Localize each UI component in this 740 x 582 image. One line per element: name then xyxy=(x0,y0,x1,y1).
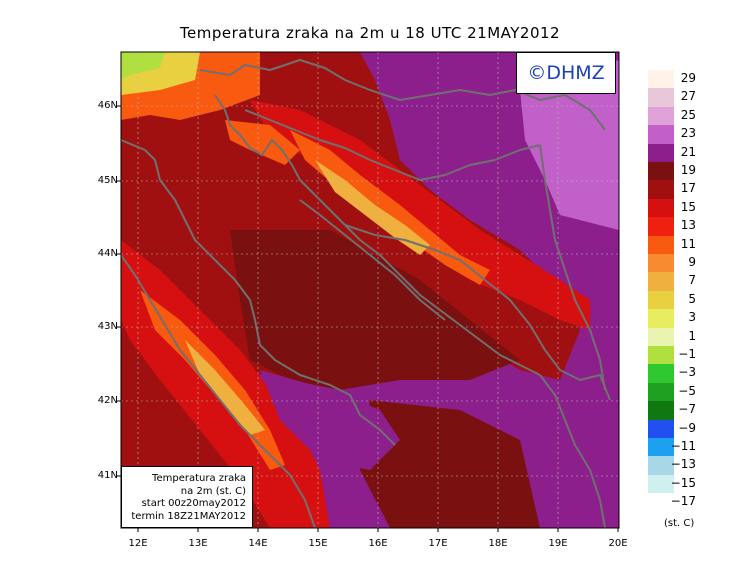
coast-albania xyxy=(539,374,606,528)
legend-swatch xyxy=(648,327,674,346)
legend-label: 27 xyxy=(680,89,696,104)
field-light-purple xyxy=(520,60,619,230)
legend-swatch xyxy=(648,401,674,420)
legend-label: 11 xyxy=(680,236,696,251)
lat-label-41n: 41N xyxy=(97,470,118,481)
legend-swatch xyxy=(648,254,674,273)
info-box: Temperatura zraka na 2m (st. C) start 00… xyxy=(121,466,253,528)
info-line-2: na 2m (st. C) xyxy=(180,485,246,497)
border-croatia-north xyxy=(244,109,541,181)
coast-dalmatia-islands xyxy=(299,199,446,321)
lon-label-15e: 15E xyxy=(308,538,328,549)
lat-label-44n: 44N xyxy=(97,248,118,259)
legend-label: −5 xyxy=(678,383,696,398)
coast-istria xyxy=(214,94,541,376)
lon-label-16e: 16E xyxy=(368,538,388,549)
legend-label: −7 xyxy=(678,402,696,417)
legend-swatch xyxy=(648,493,674,512)
legend-swatch xyxy=(648,106,674,126)
info-line-4: termin 18Z21MAY2012 xyxy=(131,510,246,522)
legend-label: −3 xyxy=(678,365,696,380)
legend-swatch xyxy=(648,309,674,328)
legend-label: −15 xyxy=(670,475,696,490)
legend-label: −13 xyxy=(670,457,696,472)
legend-label: −9 xyxy=(678,420,696,435)
legend-label: 21 xyxy=(680,144,696,159)
legend-swatch xyxy=(648,180,674,199)
lon-label-12e: 12E xyxy=(128,538,148,549)
legend-label: 13 xyxy=(680,218,696,233)
border-slovenia xyxy=(199,59,346,81)
legend-label: 23 xyxy=(680,126,696,141)
lat-label-42n: 42N xyxy=(97,395,118,406)
legend-swatch xyxy=(648,217,674,236)
legend-swatch xyxy=(648,438,674,457)
legend-swatch xyxy=(648,143,674,162)
legend-swatch xyxy=(648,419,674,438)
lon-label-13e: 13E xyxy=(188,538,208,549)
legend-swatch xyxy=(648,125,674,144)
coast-italy-west xyxy=(121,254,316,528)
legend-swatch xyxy=(648,290,674,310)
legend-swatch xyxy=(648,456,674,475)
legend-label: 5 xyxy=(688,291,696,306)
legend-label: −17 xyxy=(670,494,696,509)
field-dark-red xyxy=(230,230,520,390)
coast-italy-adriatic xyxy=(121,139,396,446)
map-title: Temperatura zraka na 2m u 18 UTC 21MAY20… xyxy=(179,24,561,42)
field-orange-band xyxy=(290,130,490,285)
field-dark-red-south xyxy=(360,400,540,528)
lon-label-17e: 17E xyxy=(428,538,448,549)
legend-swatch xyxy=(648,272,674,291)
legend-label: 29 xyxy=(680,71,696,85)
coastlines xyxy=(121,59,611,528)
legend-label: 19 xyxy=(680,163,696,177)
legend-swatch xyxy=(648,162,674,181)
lon-label-19e: 19E xyxy=(548,538,568,549)
field-istria xyxy=(225,120,300,165)
lon-label-18e: 18E xyxy=(488,538,508,549)
lat-label-45n: 45N xyxy=(97,175,118,186)
grid xyxy=(121,52,619,528)
legend-swatch xyxy=(648,88,674,107)
ticks xyxy=(117,105,619,532)
lon-label-20e: 20E xyxy=(608,538,628,549)
border-montenegro xyxy=(544,349,611,401)
legend-label: 17 xyxy=(680,181,696,196)
legend-label: −11 xyxy=(670,439,696,453)
border-hungary xyxy=(344,79,606,131)
dhmz-watermark: ©DHMZ xyxy=(516,52,616,94)
legend-swatch xyxy=(648,364,674,383)
map-frame xyxy=(120,51,620,529)
legend-swatch xyxy=(648,382,674,402)
legend-swatch xyxy=(648,235,674,254)
legend-label: 25 xyxy=(680,107,696,122)
legend-label: −1 xyxy=(678,347,696,361)
field-italy-yellow xyxy=(185,340,265,435)
legend-label: 3 xyxy=(688,310,696,325)
field-alps-green xyxy=(121,52,165,80)
border-serbia xyxy=(539,144,606,391)
legend-swatch xyxy=(648,198,674,218)
legend-units: (st. C) xyxy=(664,518,695,529)
legend-label: 15 xyxy=(680,199,696,214)
lat-label-43n: 43N xyxy=(97,321,118,332)
temperature-field xyxy=(121,52,619,528)
field-adriatic-purple xyxy=(260,370,400,470)
legend-swatch xyxy=(648,474,674,494)
info-line-3: start 00z20may2012 xyxy=(141,498,246,509)
legend-swatch xyxy=(648,70,674,89)
info-line-1: Temperatura zraka xyxy=(152,473,246,484)
field-yellow-band xyxy=(315,160,430,255)
legend-label: 7 xyxy=(688,273,696,288)
legend-swatch xyxy=(648,346,674,365)
lat-label-46n: 46N xyxy=(97,100,118,111)
legend-label: 1 xyxy=(688,328,696,343)
border-bosnia xyxy=(344,224,546,351)
legend-label: 9 xyxy=(688,255,696,269)
lon-label-14e: 14E xyxy=(248,538,268,549)
